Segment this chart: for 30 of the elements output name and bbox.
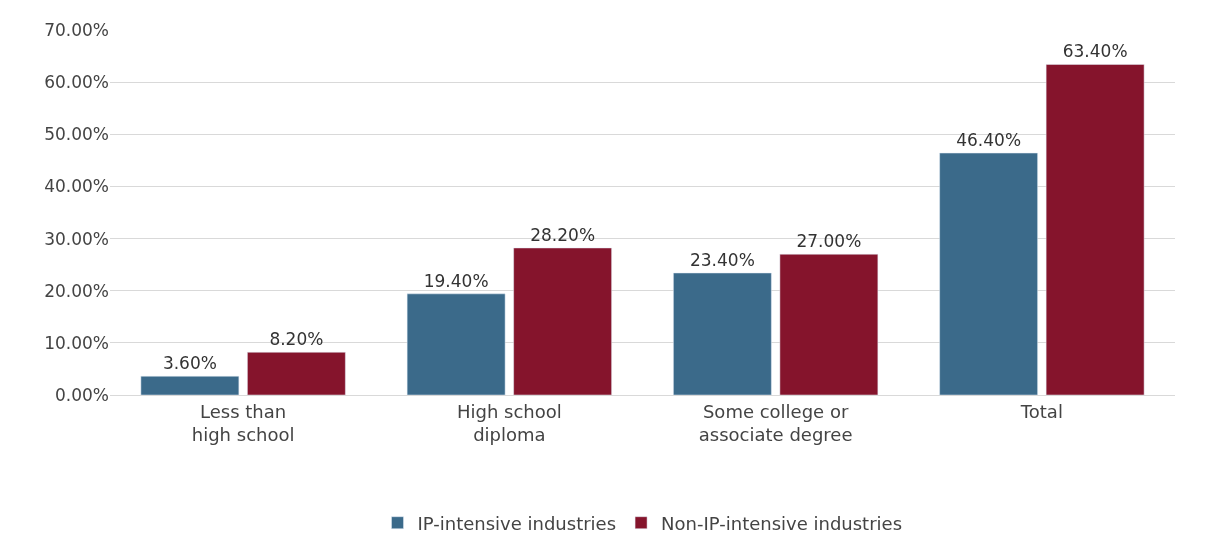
data-label: 19.40% [423, 270, 489, 291]
y-tick-label: 40.00% [44, 176, 109, 197]
data-label: 3.60% [162, 353, 217, 374]
x-tick-label: Less than high school [191, 400, 295, 445]
bar [1045, 64, 1145, 395]
bar [513, 247, 612, 395]
data-label: 28.20% [530, 224, 596, 245]
bar [247, 351, 346, 395]
y-tick-label: 60.00% [44, 72, 109, 93]
legend-label: IP-intensive industries [417, 512, 617, 534]
y-tick-label: 20.00% [44, 280, 109, 301]
x-tick-label: Total [1019, 400, 1063, 422]
y-tick-label: 0.00% [54, 384, 109, 405]
data-label: 63.40% [1062, 41, 1128, 62]
bar [939, 152, 1038, 395]
y-tick-label: 10.00% [44, 332, 109, 353]
bar [673, 272, 772, 395]
bar [140, 375, 240, 395]
bar [779, 253, 879, 395]
data-label: 27.00% [796, 231, 862, 252]
data-label: 23.40% [689, 249, 755, 270]
y-tick-label: 70.00% [44, 19, 109, 40]
y-tick-label: 30.00% [44, 228, 109, 249]
legend-label: Non-IP-intensive industries [661, 512, 903, 534]
y-tick-label: 50.00% [44, 124, 109, 145]
x-tick-label: High school diploma [456, 400, 562, 445]
data-label: 8.20% [269, 329, 324, 350]
x-tick-label: Some college or associate degree [698, 400, 853, 445]
bar [406, 293, 506, 395]
data-label: 46.40% [956, 130, 1022, 151]
